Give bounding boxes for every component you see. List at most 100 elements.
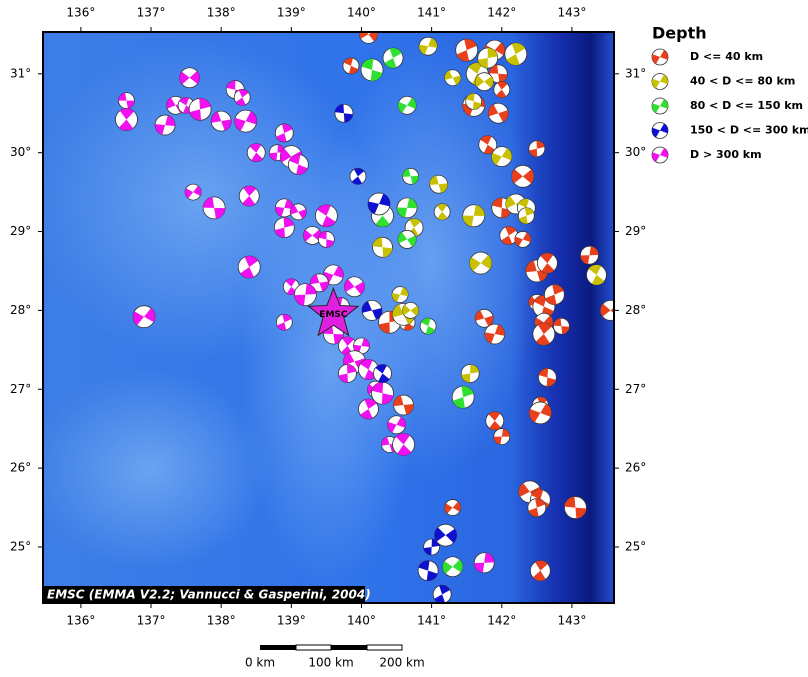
beachball (202, 196, 226, 220)
beachball (419, 317, 437, 335)
lon-label: 137° (137, 6, 166, 20)
ball-quadrant (351, 168, 365, 185)
beachball (493, 81, 511, 98)
ball-quadrant (294, 283, 317, 306)
beachball (487, 102, 509, 124)
ball-quadrant (469, 255, 492, 272)
beachball (429, 174, 449, 194)
lon-label: 140° (347, 6, 376, 20)
beachball (367, 192, 391, 216)
beachball (396, 197, 418, 219)
lat-label: 30° (10, 145, 31, 159)
beachball (372, 236, 393, 258)
ball-quadrant (518, 207, 534, 224)
lat-label: 28° (625, 303, 646, 317)
ball-quadrant (492, 197, 512, 218)
scale-seg (331, 645, 367, 650)
map-area: EMSC (43, 32, 614, 603)
scale-label: 100 km (308, 656, 353, 670)
beachball (469, 251, 493, 275)
ball-quadrant (493, 428, 510, 445)
beachball (246, 143, 266, 163)
ball-quadrant (525, 260, 548, 282)
relief (320, 40, 540, 480)
ball-quadrant (395, 433, 412, 456)
ball-quadrant (235, 89, 249, 106)
lon-label: 141° (417, 6, 446, 20)
ball-quadrant (511, 169, 534, 184)
beachball (334, 103, 354, 123)
ball-quadrant (360, 398, 377, 419)
ball-quadrant (477, 48, 498, 69)
ball-quadrant (397, 198, 418, 218)
lon-label: 138° (207, 614, 236, 628)
beachball (391, 286, 409, 304)
ball-quadrant (480, 135, 496, 154)
ball-quadrant (269, 144, 286, 161)
lon-label: 142° (487, 614, 516, 628)
beachball (338, 364, 357, 383)
ball-quadrant (434, 585, 451, 603)
beachball (586, 264, 607, 286)
beachball (349, 167, 367, 185)
ball-quadrant (393, 395, 414, 415)
beachball (493, 428, 511, 445)
beachball (237, 255, 261, 279)
ball-quadrant (496, 81, 508, 98)
beachball (651, 48, 669, 66)
beachball (511, 164, 535, 188)
lon-label: 139° (277, 614, 306, 628)
ball-quadrant (338, 364, 357, 383)
ball-quadrant (118, 108, 134, 131)
ball-quadrant (118, 92, 135, 109)
lat-label: 31° (625, 66, 646, 80)
ball-quadrant (475, 75, 494, 88)
lat-label: 26° (10, 461, 31, 475)
lon-label: 143° (557, 614, 586, 628)
ball-quadrant (310, 274, 329, 292)
beachball (317, 231, 335, 248)
beachball (397, 95, 417, 115)
ball-quadrant (185, 185, 202, 199)
beachball (417, 560, 439, 582)
beachball (233, 89, 251, 106)
ball-quadrant (652, 123, 668, 138)
ball-quadrant (402, 304, 419, 316)
ball-quadrant (652, 74, 668, 89)
ball-quadrant (242, 186, 257, 207)
ball-quadrant (434, 527, 457, 543)
ball-quadrant (652, 50, 668, 64)
beachball (527, 498, 547, 517)
ball-quadrant (323, 266, 344, 284)
beachball (238, 185, 260, 207)
ball-quadrant (466, 93, 482, 110)
ball-quadrant (276, 314, 292, 331)
ball-quadrant (341, 336, 354, 355)
ball-quadrant (419, 37, 438, 55)
beachball (359, 32, 378, 44)
ball-quadrant (652, 148, 668, 162)
ball-quadrant (474, 552, 495, 573)
lat-label: 28° (10, 303, 31, 317)
ball-quadrant (343, 57, 359, 74)
ball-quadrant (421, 318, 436, 335)
ball-quadrant (444, 501, 461, 514)
ball-quadrant (553, 318, 570, 335)
beachball (274, 123, 294, 143)
ball-quadrant (290, 204, 307, 219)
beachball (210, 110, 232, 132)
epicenter-label: EMSC (319, 310, 348, 320)
beachball (552, 317, 570, 335)
ball-quadrant (285, 278, 298, 295)
credit-box: EMSC (EMMA V2.2; Vannucci & Gasperini, 2… (43, 586, 371, 603)
beachball (517, 207, 535, 225)
beachball (132, 305, 156, 329)
ball-quadrant (535, 323, 552, 346)
ball-quadrant (488, 104, 509, 123)
beachball (387, 415, 406, 435)
beachball (651, 73, 669, 90)
scale-label: 0 km (245, 656, 275, 670)
beachball (442, 556, 464, 578)
lon-label: 143° (557, 6, 586, 20)
